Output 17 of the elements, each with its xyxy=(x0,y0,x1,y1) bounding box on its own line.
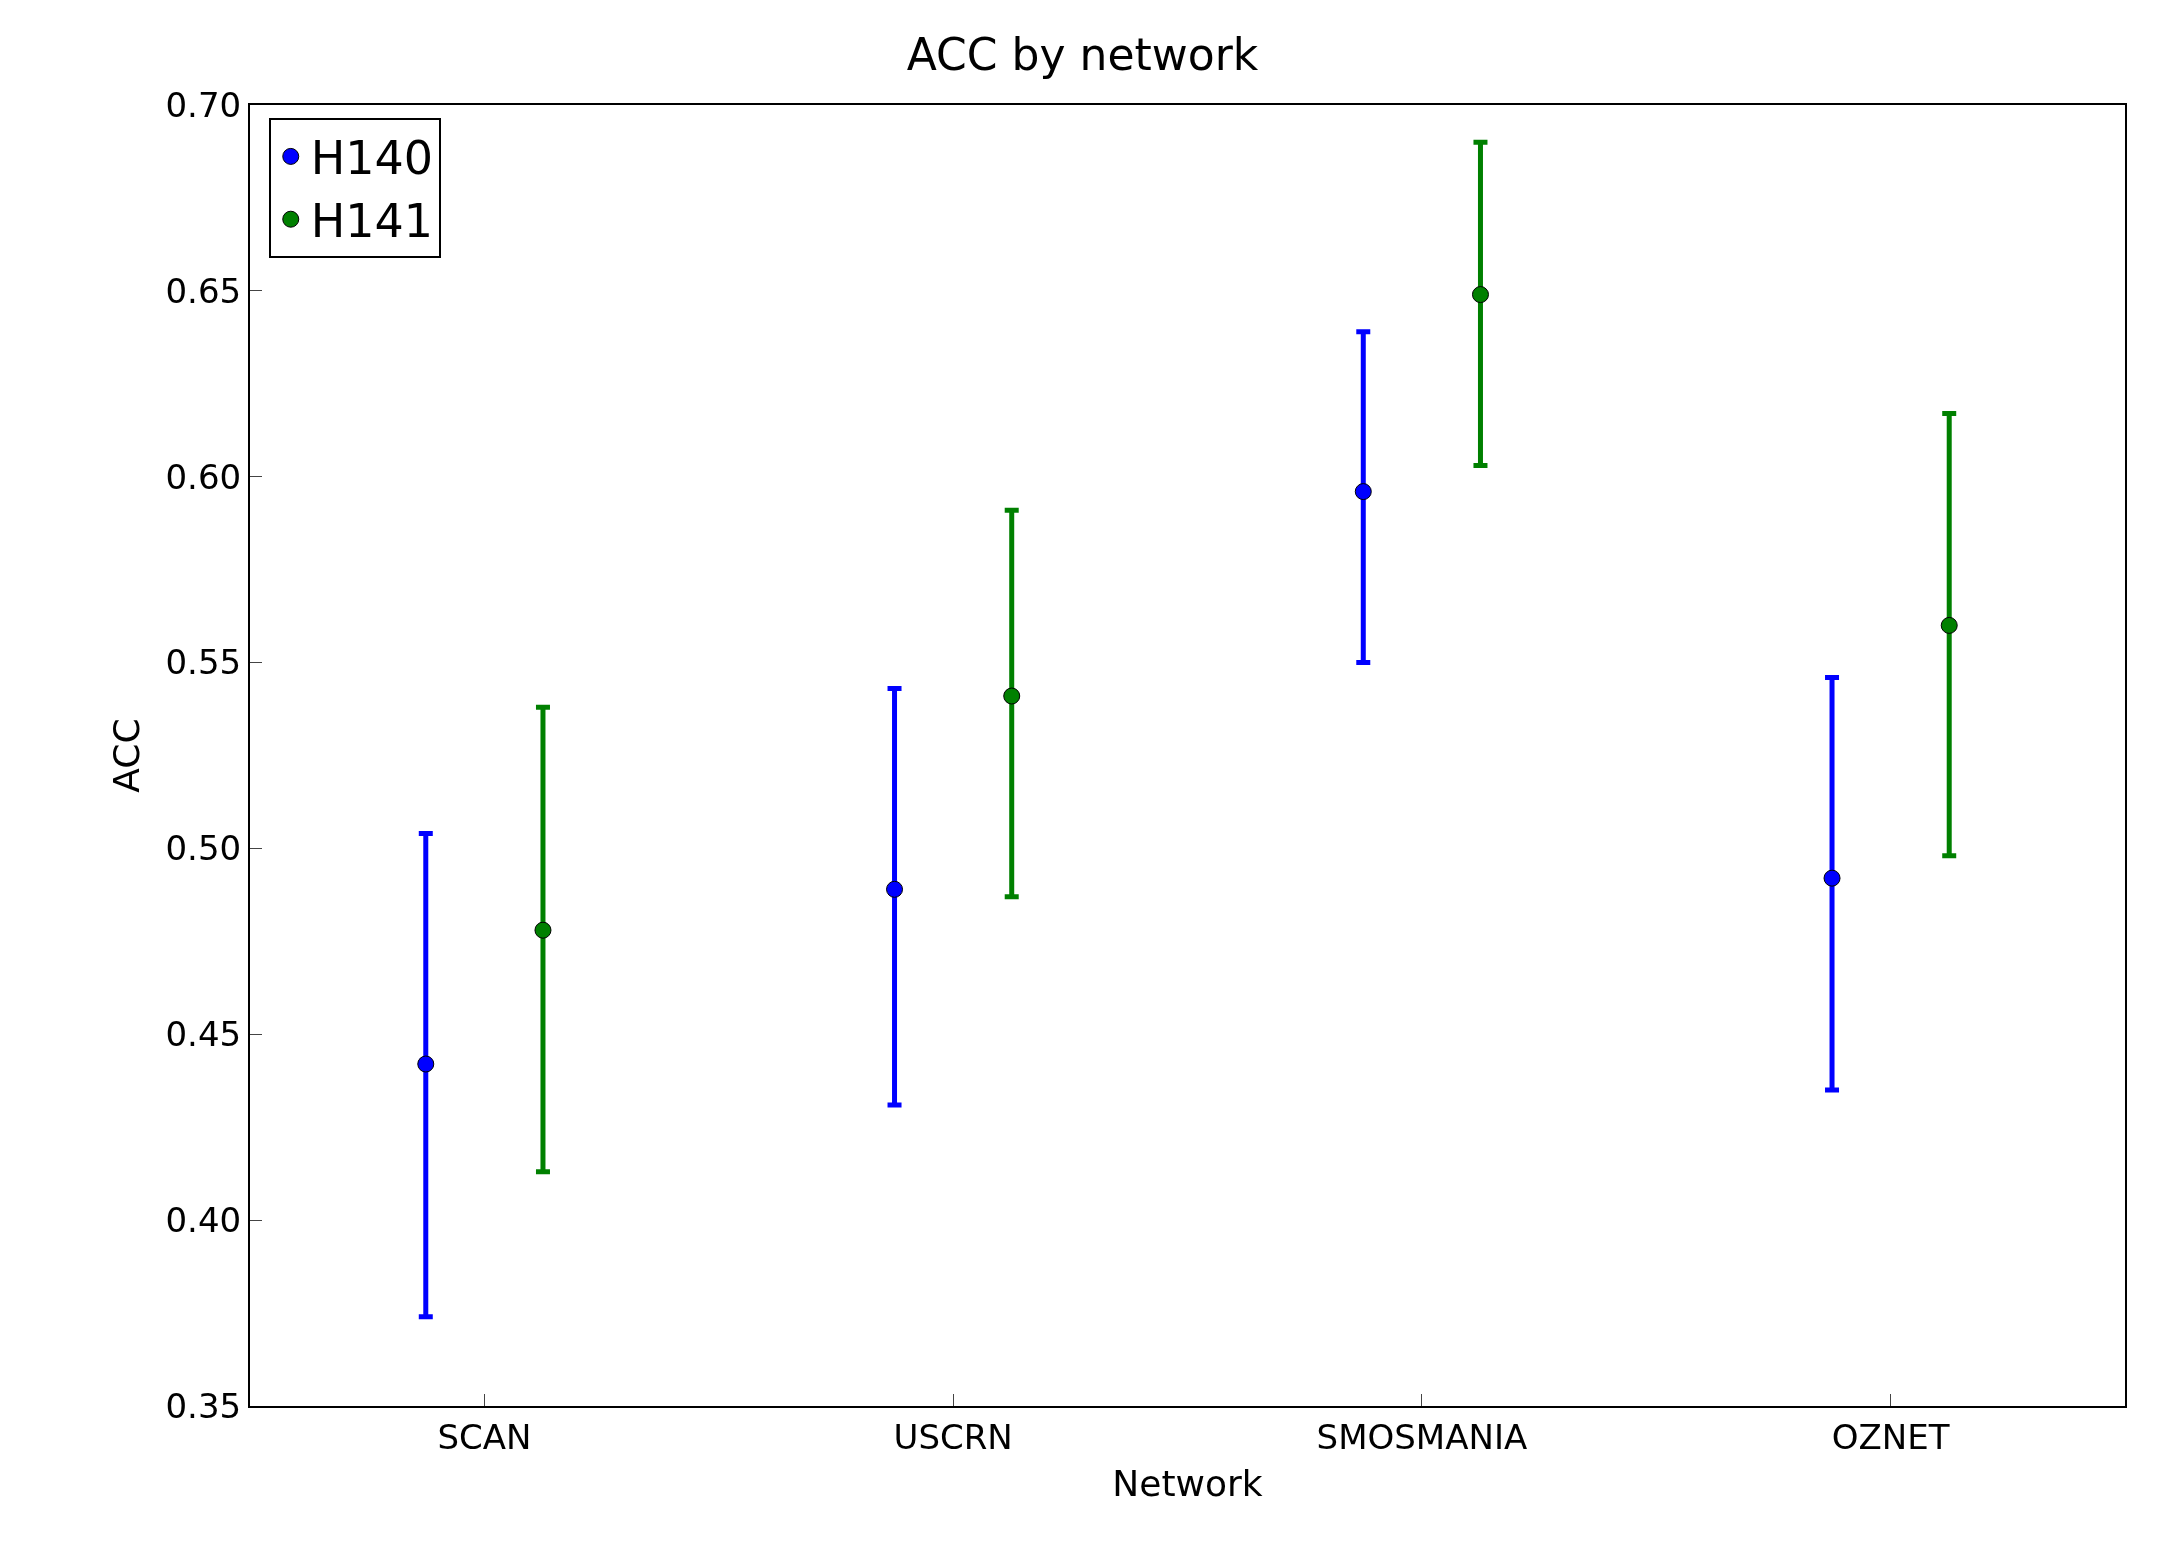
y-tick-label: 0.50 xyxy=(165,828,242,869)
legend-label: H141 xyxy=(310,194,434,249)
y-tick-label: 0.55 xyxy=(165,642,242,683)
x-tick-label: SMOSMANIA xyxy=(1316,1416,1528,1457)
y-tick-label: 0.60 xyxy=(165,456,242,497)
y-tick-label: 0.65 xyxy=(165,270,242,311)
y-tick-label: 0.45 xyxy=(165,1014,242,1055)
x-tick-label: SCAN xyxy=(437,1416,532,1457)
x-axis-title: Network xyxy=(1112,1463,1263,1504)
y-axis-title: ACC xyxy=(105,718,147,793)
x-tick-label: OZNET xyxy=(1831,1416,1950,1457)
y-tick-label: 0.70 xyxy=(165,84,242,125)
chart-title: ACC by network xyxy=(906,28,1259,80)
y-tick-label: 0.35 xyxy=(165,1385,242,1426)
y-tick-label: 0.40 xyxy=(165,1200,242,1241)
x-tick-label: USCRN xyxy=(893,1416,1013,1457)
legend-label: H140 xyxy=(310,131,434,186)
